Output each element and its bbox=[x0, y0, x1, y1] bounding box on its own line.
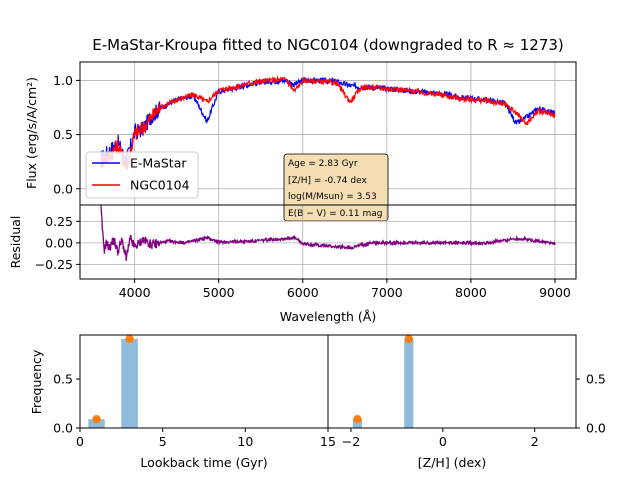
metallicity-histogram-panel: −2 0 2 0.0 0.5 [Z/H] (dex) bbox=[327, 334, 606, 470]
age-ticks: 0 5 10 15 0.0 0.5 bbox=[53, 372, 336, 449]
metallicity-y-tick-label-1: 0.5 bbox=[586, 372, 606, 387]
age-x-label: Lookback time (Gyr) bbox=[140, 455, 267, 470]
fit-parameters-annotation: Age = 2.83 Gyr [Z/H] = -0.74 dex log(M/M… bbox=[283, 153, 389, 222]
age-bar-1 bbox=[121, 338, 138, 428]
spectrum-y-tick-label-2: 1.0 bbox=[53, 73, 73, 88]
metallicity-x-label: [Z/H] (dex) bbox=[418, 455, 486, 470]
residual-frame bbox=[79, 204, 577, 280]
residual-y-tick-label-1: 0.00 bbox=[45, 235, 73, 250]
metallicity-x-tick-label-0: −2 bbox=[342, 434, 360, 449]
metallicity-point-1 bbox=[404, 334, 414, 344]
residual-grid bbox=[80, 205, 576, 279]
age-x-tick-label-3: 15 bbox=[320, 434, 336, 449]
age-bar-0 bbox=[88, 419, 105, 428]
residual-series-line bbox=[100, 205, 556, 261]
metallicity-bar-1 bbox=[404, 338, 414, 428]
annotation-reddening: E(B − V) = 0.11 mag bbox=[288, 209, 382, 219]
age-x-tick-label-0: 0 bbox=[76, 434, 84, 449]
residual-x-tick-label-4: 8000 bbox=[455, 285, 487, 300]
legend-label-data: NGC0104 bbox=[130, 178, 190, 193]
series-line-ngc0104 bbox=[100, 75, 556, 170]
age-y-label: Frequency bbox=[29, 349, 44, 414]
age-bars bbox=[88, 334, 138, 428]
metallicity-y-tick-label-0: 0.0 bbox=[586, 421, 606, 436]
annotation-metallicity: [Z/H] = -0.74 dex bbox=[288, 176, 367, 186]
metallicity-point-0 bbox=[353, 414, 362, 424]
legend-label-model: E-MaStar bbox=[130, 156, 187, 171]
age-point-0 bbox=[92, 414, 101, 424]
annotation-age: Age = 2.83 Gyr bbox=[288, 159, 358, 169]
age-x-tick-label-1: 5 bbox=[159, 434, 167, 449]
spectrum-legend: E-MaStar NGC0104 bbox=[85, 151, 199, 199]
residual-line bbox=[100, 205, 556, 261]
residual-x-label: Wavelength (Å) bbox=[280, 309, 376, 324]
residual-x-tick-label-0: 4000 bbox=[119, 285, 151, 300]
metallicity-x-tick-label-2: 2 bbox=[531, 434, 539, 449]
residual-x-tick-label-1: 5000 bbox=[203, 285, 235, 300]
residual-y-ticks: −0.25 0.00 0.25 bbox=[35, 214, 80, 272]
figure-title: E-MaStar-Kroupa fitted to NGC0104 (downg… bbox=[92, 36, 564, 54]
residual-y-tick-label-0: −0.25 bbox=[35, 257, 73, 272]
spectrum-panel: 0.0 0.5 1.0 Flux (erg/s/A/cm²) E-MaStar NG… bbox=[24, 61, 577, 222]
metallicity-bars bbox=[352, 334, 414, 428]
spectrum-y-label: Flux (erg/s/A/cm²) bbox=[24, 77, 39, 189]
annotation-mass: log(M/Msun) = 3.53 bbox=[288, 192, 377, 202]
metallicity-ticks: −2 0 2 0.0 0.5 bbox=[342, 372, 606, 449]
residual-y-tick-label-2: 0.25 bbox=[45, 214, 73, 229]
age-y-tick-label-1: 0.5 bbox=[53, 372, 73, 387]
residual-y-label: Residual bbox=[8, 216, 23, 269]
residual-x-ticks: 4000 5000 6000 7000 8000 9000 bbox=[119, 279, 571, 300]
spectrum-lines bbox=[100, 75, 556, 170]
residual-panel: −0.25 0.00 0.25 4000 5000 6000 7000 8000 9000 R… bbox=[8, 204, 577, 324]
spectrum-y-ticks: 0.0 0.5 1.0 bbox=[53, 73, 80, 196]
age-y-tick-label-0: 0.0 bbox=[53, 421, 73, 436]
metallicity-frame bbox=[327, 334, 577, 429]
age-histogram-panel: 0 5 10 15 0.0 0.5 Frequency Lookback time (Gy… bbox=[29, 334, 336, 470]
residual-x-tick-label-3: 7000 bbox=[371, 285, 403, 300]
age-x-tick-label-2: 10 bbox=[237, 434, 253, 449]
metallicity-bar-0 bbox=[352, 419, 362, 428]
residual-x-tick-label-2: 6000 bbox=[287, 285, 319, 300]
metallicity-x-tick-label-1: 0 bbox=[439, 434, 447, 449]
spectrum-y-tick-label-0: 0.0 bbox=[53, 181, 73, 196]
residual-x-tick-label-5: 9000 bbox=[539, 285, 571, 300]
age-point-1 bbox=[125, 334, 134, 344]
spectrum-y-tick-label-1: 0.5 bbox=[53, 127, 73, 142]
